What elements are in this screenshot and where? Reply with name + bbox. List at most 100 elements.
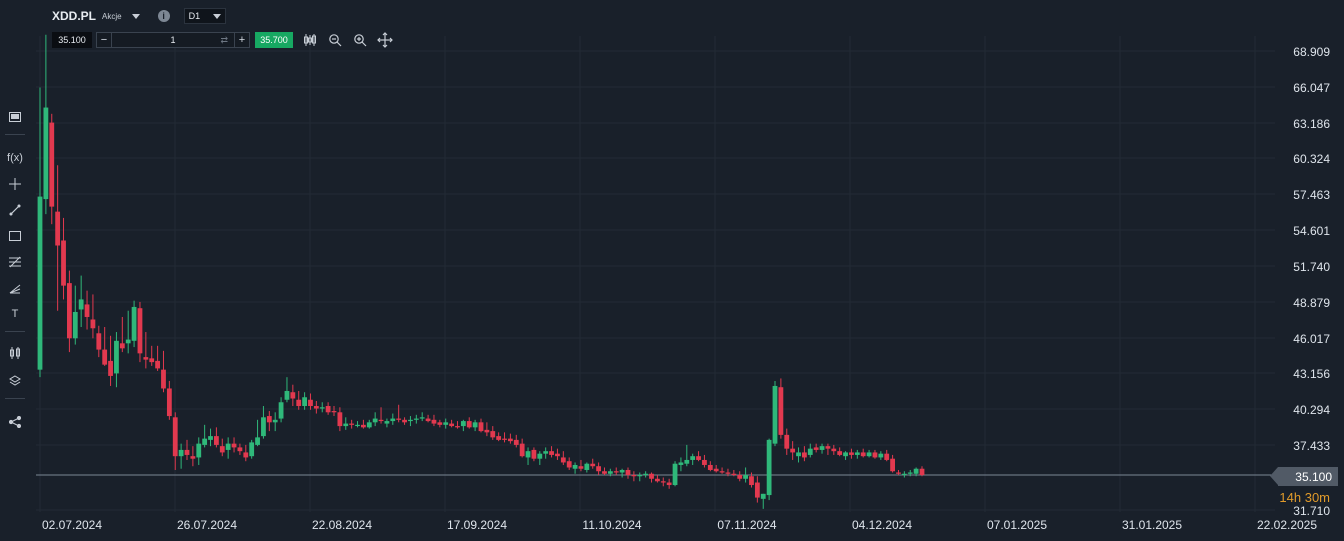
candle	[290, 384, 296, 407]
candle	[208, 428, 213, 447]
share-icon[interactable]	[5, 413, 25, 431]
timeframe-select[interactable]: D1	[183, 8, 226, 24]
price-tick: 63.186	[1293, 117, 1330, 131]
trendline-icon[interactable]	[5, 201, 25, 219]
candle	[896, 469, 901, 475]
candles-icon[interactable]	[302, 32, 318, 48]
quantity-input[interactable]: 1 ⇄	[111, 33, 235, 47]
candle	[907, 469, 913, 477]
indicators-icon[interactable]: f(x)	[7, 152, 23, 164]
buy-button[interactable]: 35.700	[255, 32, 293, 48]
price-tick: 46.017	[1293, 332, 1330, 346]
candle	[837, 447, 843, 457]
panel-icon[interactable]	[5, 108, 25, 126]
text-icon[interactable]: T	[11, 308, 19, 320]
asset-type-label: Akcje	[102, 11, 122, 21]
candle	[525, 447, 531, 465]
candle	[396, 404, 402, 423]
crosshair-icon[interactable]	[5, 175, 25, 193]
decrease-quantity-button[interactable]: −	[100, 34, 108, 46]
candle	[131, 300, 137, 348]
increase-quantity-button[interactable]: +	[238, 34, 246, 46]
candle	[166, 380, 172, 420]
candle	[607, 468, 613, 477]
candle	[590, 458, 596, 469]
candle	[284, 377, 290, 403]
candle	[355, 421, 360, 428]
move-icon[interactable]	[377, 32, 393, 48]
candle	[754, 476, 760, 503]
candle	[155, 345, 160, 371]
candle	[884, 449, 890, 462]
candle	[225, 437, 231, 459]
layers-icon[interactable]	[5, 372, 25, 390]
candle	[178, 443, 184, 469]
candle	[772, 380, 778, 447]
candle	[819, 443, 825, 454]
candle	[449, 419, 454, 428]
candle	[696, 451, 701, 462]
candle	[502, 432, 507, 443]
candle	[302, 392, 307, 410]
date-tick: 22.08.2024	[311, 518, 373, 532]
rectangle-icon[interactable]	[5, 227, 25, 245]
price-tick: 31.710	[1293, 504, 1330, 518]
price-tick: 68.909	[1293, 45, 1330, 59]
candle	[108, 335, 113, 386]
candle	[484, 422, 490, 437]
candle-countdown: 14h 30m	[1279, 490, 1330, 505]
candle	[790, 441, 796, 460]
candle	[849, 448, 854, 459]
pitchfork-icon[interactable]	[5, 279, 25, 297]
candle	[596, 462, 601, 475]
candle	[508, 433, 513, 444]
candle	[84, 290, 90, 330]
candle	[537, 451, 543, 465]
candle	[913, 467, 919, 477]
candle	[255, 419, 260, 447]
price-tick: 57.463	[1293, 188, 1330, 202]
candle	[349, 419, 355, 429]
candle	[890, 454, 895, 473]
price-tick: 37.433	[1293, 439, 1330, 453]
candle	[278, 397, 284, 423]
current-price-badge: 35.100	[1270, 467, 1338, 486]
fibonacci-icon[interactable]	[5, 253, 25, 271]
price-tick: 43.156	[1293, 367, 1330, 381]
zoom-out-icon[interactable]	[327, 32, 343, 48]
candle	[707, 461, 713, 472]
candle	[866, 449, 872, 458]
candle	[637, 472, 643, 482]
candle	[901, 471, 907, 478]
sell-button[interactable]: 35.100	[52, 32, 92, 48]
candle	[219, 438, 225, 457]
chart-type-icon[interactable]	[5, 344, 25, 362]
candle	[784, 428, 790, 455]
candle	[766, 438, 772, 501]
date-tick: 04.12.2024	[851, 518, 913, 532]
candle	[496, 432, 502, 442]
info-icon[interactable]: i	[157, 10, 170, 22]
candle	[425, 414, 431, 423]
date-tick: 07.11.2024	[717, 518, 777, 532]
candle	[337, 407, 343, 432]
candle	[143, 332, 149, 369]
candle	[472, 419, 478, 432]
symbol-dropdown-icon[interactable]	[131, 13, 140, 19]
candle	[813, 443, 819, 453]
candle	[678, 457, 684, 472]
price-tick: 51.740	[1293, 260, 1330, 274]
candle	[172, 412, 178, 470]
candle	[860, 448, 866, 458]
quantity-stepper[interactable]: − 1 ⇄ +	[96, 32, 250, 48]
candle	[390, 413, 396, 425]
candle	[161, 350, 166, 393]
swap-icon[interactable]: ⇄	[220, 35, 228, 45]
candle	[478, 418, 484, 433]
candle	[690, 453, 696, 465]
candle	[831, 444, 837, 455]
candle	[308, 393, 313, 410]
candle	[202, 424, 208, 448]
zoom-in-icon[interactable]	[352, 32, 368, 48]
